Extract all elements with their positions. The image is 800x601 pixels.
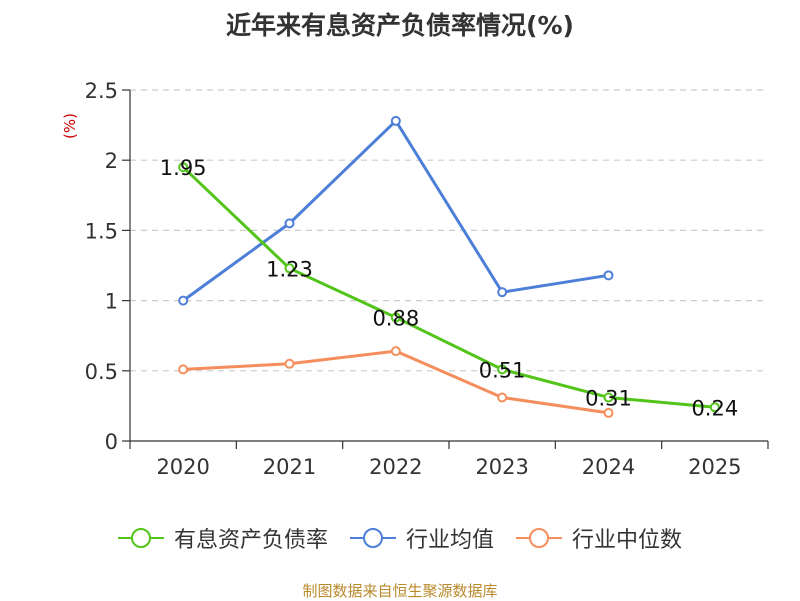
data-label: 0.88 — [372, 306, 419, 330]
data-point — [497, 392, 508, 403]
data-point — [603, 392, 614, 403]
legend-line-marker-icon — [516, 528, 562, 548]
series-line — [182, 119, 609, 302]
y-tick-label: 1 — [105, 290, 118, 314]
data-label: 0.24 — [691, 396, 738, 420]
x-tick-label: 2020 — [156, 455, 209, 479]
data-label: 0.31 — [585, 386, 632, 410]
legend-item-industry-median[interactable]: 行业中位数 — [516, 522, 682, 554]
x-tick-label: 2021 — [263, 455, 316, 479]
legend-label: 行业均值 — [405, 528, 494, 553]
y-tick-label: 0 — [105, 430, 118, 454]
y-tick-label: 1.5 — [85, 219, 118, 243]
data-point — [178, 295, 189, 306]
data-point — [390, 346, 401, 357]
data-label: 1.23 — [266, 257, 313, 281]
data-point — [178, 364, 189, 375]
legend-label: 有息资产负债率 — [173, 528, 328, 553]
x-tick-label: 2024 — [582, 455, 635, 479]
data-point — [603, 407, 614, 418]
legend-line-marker-icon — [117, 528, 164, 548]
legend-line-marker-icon — [349, 528, 396, 548]
chart-title: 近年来有息资产负债率情况(%) — [226, 11, 574, 40]
data-point — [390, 312, 401, 323]
data-point — [603, 270, 614, 281]
data-label: 0.51 — [479, 358, 526, 382]
data-point — [284, 358, 295, 369]
legend-label: 行业中位数 — [572, 528, 683, 553]
data-point — [497, 364, 508, 375]
data-source-footer: 制图数据来自恒生聚源数据库 — [302, 582, 498, 600]
x-tick-label: 2023 — [475, 455, 528, 479]
data-point — [390, 115, 401, 126]
y-tick-label: 0.5 — [85, 360, 118, 384]
series-line — [182, 166, 715, 409]
x-tick-label: 2022 — [369, 455, 422, 479]
y-tick-label: 2.5 — [85, 79, 118, 103]
y-axis-label: (%) — [61, 113, 79, 139]
data-label: 1.95 — [160, 156, 207, 180]
data-point — [284, 263, 295, 274]
x-tick-label: 2025 — [688, 455, 741, 479]
y-tick-label: 2 — [105, 149, 118, 173]
legend-item-industry-average[interactable]: 行业均值 — [349, 522, 494, 554]
data-point — [497, 287, 508, 298]
data-point — [284, 218, 295, 229]
data-point — [709, 402, 720, 413]
data-point — [178, 162, 189, 173]
chart-legend: 有息资产负债率 行业均值 行业中位数 — [0, 520, 800, 556]
legend-item-interest-debt-ratio[interactable]: 有息资产负债率 — [117, 522, 328, 554]
